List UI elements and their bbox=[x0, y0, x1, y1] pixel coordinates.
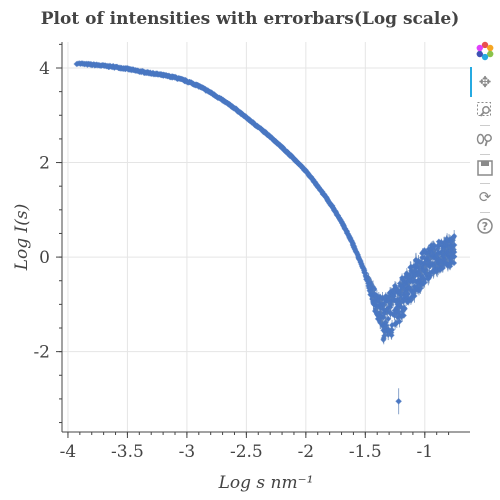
toolbar: ✥ ⟳ ? bbox=[470, 40, 500, 280]
y-tick-label: 4 bbox=[39, 59, 50, 79]
x-tick-label: -3 bbox=[179, 442, 196, 462]
x-tick-label: -1 bbox=[417, 442, 434, 462]
y-tick-label: 0 bbox=[39, 248, 50, 268]
data-point bbox=[411, 292, 418, 300]
data-point bbox=[427, 272, 434, 279]
y-tick-label: -2 bbox=[33, 343, 50, 363]
active-tool-indicator bbox=[470, 67, 472, 97]
data-point bbox=[451, 232, 458, 240]
box-zoom-icon[interactable] bbox=[474, 99, 496, 121]
save-icon[interactable] bbox=[474, 157, 496, 179]
data-points bbox=[73, 60, 458, 415]
grid bbox=[62, 42, 470, 432]
data-point bbox=[451, 253, 458, 260]
toolbar-divider bbox=[480, 154, 490, 155]
reset-icon[interactable]: ⟳ bbox=[478, 188, 492, 206]
data-point bbox=[450, 259, 458, 267]
help-icon[interactable]: ? bbox=[474, 215, 496, 237]
x-tick-label: -4 bbox=[60, 442, 77, 462]
chart-title: Plot of intensities with errorbars(Log s… bbox=[41, 9, 459, 29]
x-tick-label: -3.5 bbox=[111, 442, 144, 462]
x-tick-label: -2 bbox=[298, 442, 315, 462]
svg-text:?: ? bbox=[482, 220, 488, 233]
x-tick-label: -1.5 bbox=[349, 442, 382, 462]
bokeh-logo-icon[interactable] bbox=[474, 40, 496, 62]
data-point bbox=[451, 249, 458, 256]
toolbar-divider bbox=[480, 212, 490, 213]
data-point bbox=[401, 305, 408, 312]
wheel-zoom-icon[interactable] bbox=[474, 128, 496, 150]
data-point bbox=[396, 318, 403, 325]
data-point bbox=[395, 397, 402, 405]
tick-labels: -4 -3.5 -3 -2.5 -2 -1.5 -1 -2 0 2 4 bbox=[33, 59, 433, 462]
data-point bbox=[400, 312, 407, 319]
x-tick-label: -2.5 bbox=[230, 442, 263, 462]
data-point bbox=[451, 241, 458, 249]
data-point bbox=[388, 332, 395, 339]
data-point bbox=[380, 314, 387, 321]
toolbar-divider bbox=[480, 125, 490, 126]
x-axis-label: Log s nm⁻¹ bbox=[218, 473, 314, 493]
y-axis-label: Log I(s) bbox=[12, 204, 32, 272]
pan-icon[interactable]: ✥ bbox=[478, 73, 492, 91]
y-tick-label: 2 bbox=[39, 154, 50, 174]
axes bbox=[56, 42, 470, 438]
toolbar-divider bbox=[480, 183, 490, 184]
